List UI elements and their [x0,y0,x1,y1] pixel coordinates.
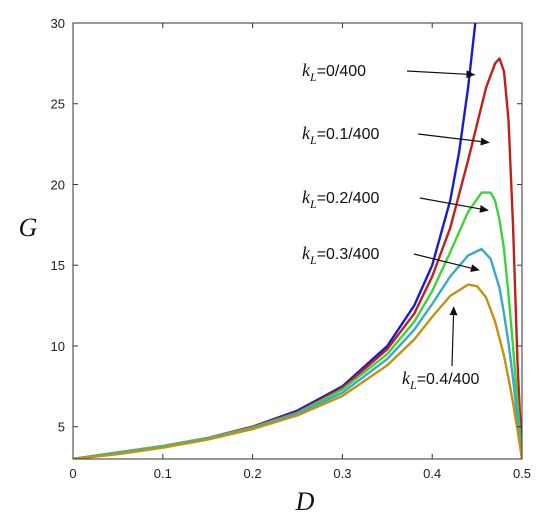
annotation-label: kL=0.2/400 [302,187,380,211]
x-tick-label: 0.5 [513,466,531,481]
x-tick-label: 0.1 [154,466,172,481]
series-line-4 [73,247,522,459]
series-line-1 [73,23,477,459]
series-layer [73,23,522,459]
svg-text:kL=0.2/400: kL=0.2/400 [302,187,380,211]
svg-text:kL=0.4/400: kL=0.4/400 [402,368,480,392]
x-axis-label: D [295,487,315,516]
svg-text:kL=0/400: kL=0/400 [302,60,366,84]
svg-text:kL=0.1/400: kL=0.1/400 [302,123,380,147]
y-tick-label: 25 [51,97,65,112]
annotation-label: kL=0.1/400 [302,123,380,147]
annotation-arrow [417,133,490,146]
annotation-arrow [449,306,458,367]
x-tick-label: 0.2 [244,466,262,481]
annotation-layer: kL=0/400 kL=0.1/400 kL=0.2/400 kL=0.3/400 kL… [302,60,490,392]
x-tick-label: 0 [69,466,76,481]
y-tick-label: 20 [51,177,65,192]
y-tick-label: 10 [51,339,65,354]
y-tick-label: 5 [58,420,65,435]
y-tick-label: 30 [51,16,65,31]
series-line-5 [73,283,522,459]
annotation-arrow [413,253,480,273]
annotation-arrow [406,70,476,79]
series-line-2 [73,57,522,459]
x-tick-label: 0.3 [333,466,351,481]
annotation-label: kL=0.3/400 [302,243,380,267]
annotation-label: kL=0/400 [302,60,366,84]
annotation-arrow [419,197,489,213]
axes-frame [72,22,523,460]
y-axis-label: G [19,213,38,242]
annotation-label: kL=0.4/400 [402,368,480,392]
x-tick-label: 0.4 [423,466,441,481]
svg-text:kL=0.3/400: kL=0.3/400 [302,243,380,267]
series-line-3 [73,191,522,459]
y-tick-label: 15 [51,258,65,273]
axes-layer: 0 0.1 0.2 0.3 0.4 0.5 5 10 15 20 25 30 [51,16,532,481]
